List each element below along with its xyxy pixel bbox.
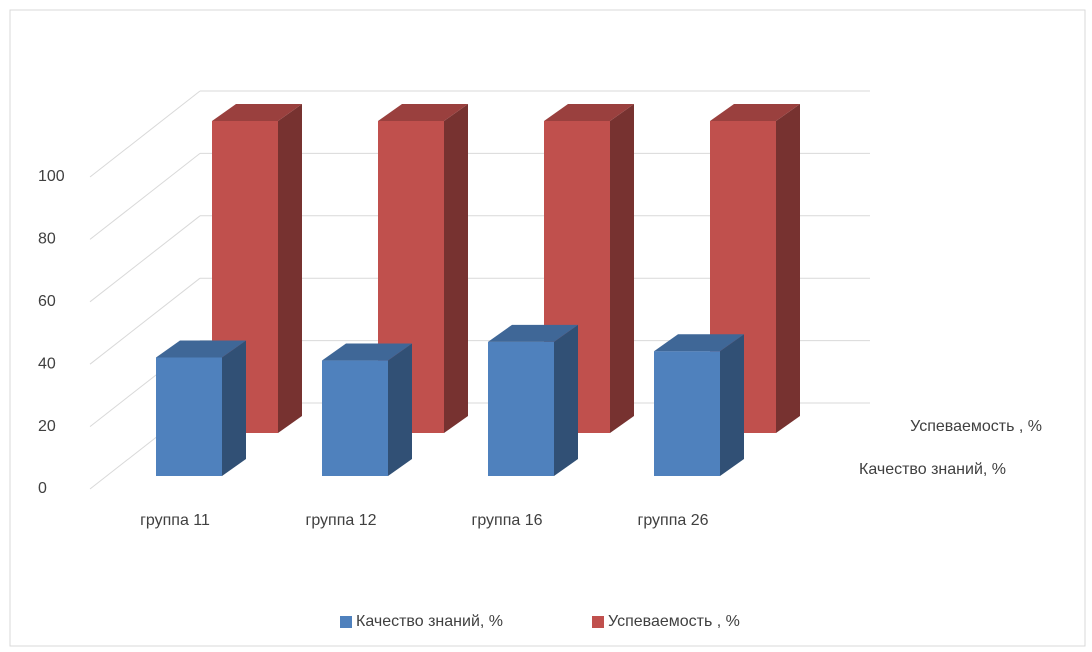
bar-top [710, 104, 800, 121]
bar-top [488, 324, 578, 342]
y-tick-label: 20 [38, 418, 56, 435]
bar-front [488, 341, 554, 476]
grid-line [89, 277, 201, 365]
y-tick-label: 0 [38, 480, 47, 497]
bar-top [544, 104, 634, 121]
bar-front [156, 357, 222, 476]
depth-label: Успеваемость , % [910, 418, 1042, 435]
bar-top [654, 334, 744, 352]
grid-line [89, 90, 201, 178]
bar-front [322, 360, 388, 476]
bar-side [554, 324, 578, 476]
legend-label: Качество знаний, % [356, 613, 503, 630]
bar-top [156, 340, 246, 358]
bar-top [378, 104, 468, 121]
y-tick-label: 100 [38, 168, 65, 185]
y-tick-label: 40 [38, 355, 56, 372]
x-tick-label: группа 12 [305, 512, 376, 529]
bar-side [222, 340, 246, 476]
y-tick-label: 60 [38, 293, 56, 310]
bar-side [444, 104, 468, 433]
x-tick-label: группа 16 [471, 512, 542, 529]
bar-side [388, 343, 412, 476]
x-tick-label: группа 11 [140, 512, 210, 529]
bar-top [322, 343, 412, 361]
grid-line [89, 153, 201, 240]
bar-top [212, 104, 302, 121]
grid-line [89, 215, 201, 303]
legend-label: Успеваемость , % [608, 613, 740, 630]
bar-side [776, 104, 800, 433]
bar-side [278, 104, 302, 433]
legend-swatch [592, 616, 604, 628]
bar-side [610, 104, 634, 433]
bar-front [654, 351, 720, 476]
depth-label: Качество знаний, % [859, 461, 1006, 478]
bar-side [720, 334, 744, 476]
x-tick-label: группа 26 [637, 512, 708, 529]
y-tick-label: 80 [38, 231, 56, 248]
legend-swatch [340, 616, 352, 628]
